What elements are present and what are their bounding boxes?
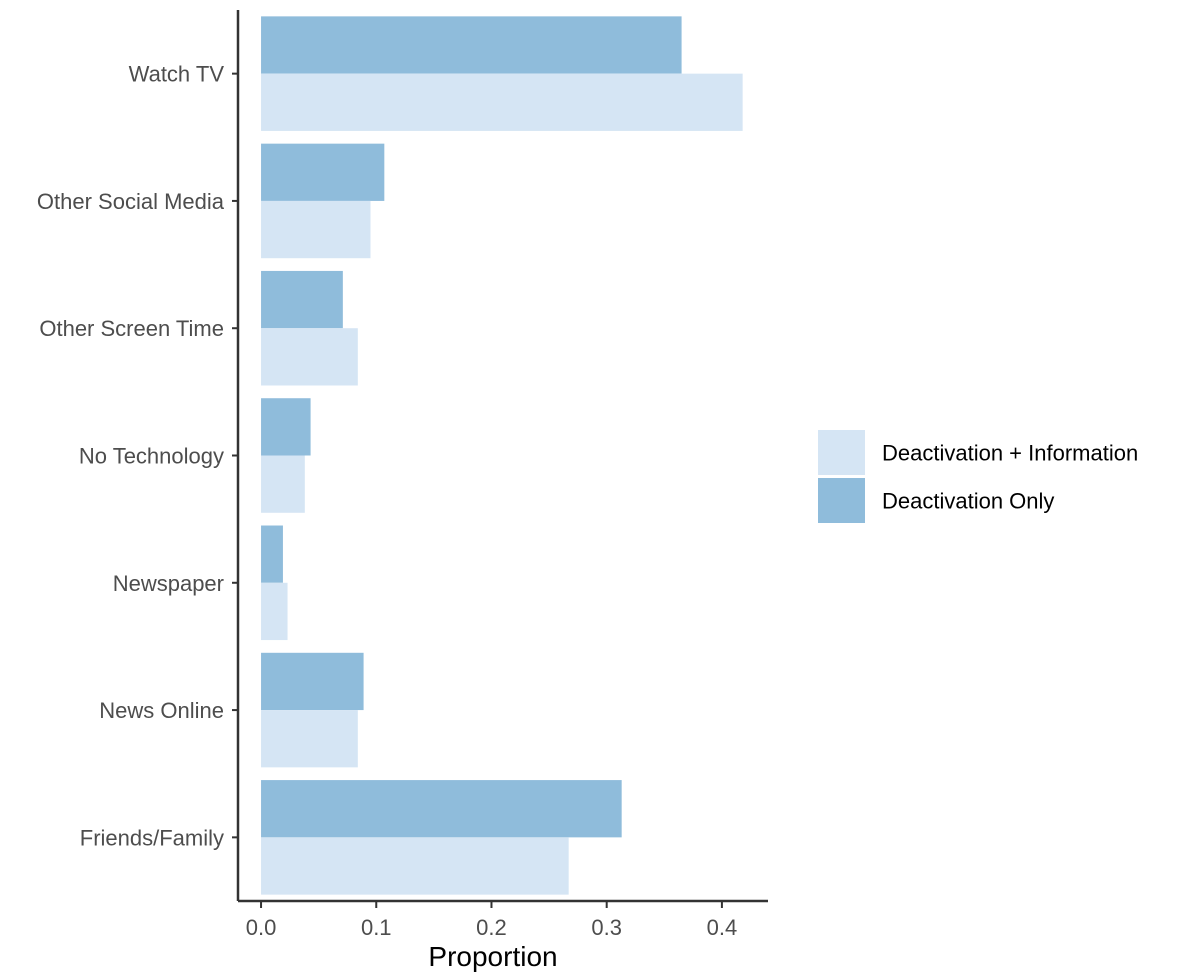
bar-newspaper-deactivation-only [261, 525, 283, 583]
x-tick-label: 0.0 [246, 915, 277, 940]
y-tick-label: Newspaper [113, 571, 224, 596]
legend-label: Deactivation Only [882, 489, 1054, 514]
x-tick-label: 0.4 [707, 915, 738, 940]
bar-news-online-deactivation-only [261, 652, 364, 711]
legend: Deactivation + Information Deactivation O… [818, 430, 1138, 523]
y-tick-label: News Online [99, 698, 224, 723]
bar-watch-tv-deactivation-information [261, 73, 743, 131]
x-axis-ticks: 0.0 0.1 0.2 0.3 0.4 [246, 901, 737, 940]
y-tick-label: Other Social Media [37, 189, 225, 214]
bar-no-technology-deactivation-only [261, 398, 311, 456]
bar-news-online-deactivation-information [261, 710, 358, 768]
bar-watch-tv-deactivation-only [261, 16, 682, 74]
x-tick-label: 0.1 [361, 915, 392, 940]
bar-other-social-media-deactivation-only [261, 143, 385, 201]
x-tick-label: 0.2 [476, 915, 507, 940]
y-tick-label: No Technology [79, 444, 224, 469]
x-axis-title: Proportion [428, 941, 557, 972]
bars-group [261, 16, 743, 895]
bar-other-screen-time-deactivation-information [261, 328, 358, 386]
legend-swatch [818, 430, 865, 475]
legend-swatch [818, 478, 865, 523]
y-tick-label: Watch TV [129, 62, 225, 87]
y-tick-label: Other Screen Time [39, 316, 224, 341]
bar-friends-family-deactivation-only [261, 780, 622, 838]
bar-friends-family-deactivation-information [261, 837, 569, 895]
y-tick-label: Friends/Family [80, 825, 224, 850]
x-tick-label: 0.3 [591, 915, 622, 940]
bar-other-screen-time-deactivation-only [261, 270, 343, 329]
bar-no-technology-deactivation-information [261, 455, 305, 513]
legend-label: Deactivation + Information [882, 441, 1138, 466]
bar-other-social-media-deactivation-information [261, 200, 371, 259]
bar-newspaper-deactivation-information [261, 582, 288, 641]
y-axis-ticks: Watch TV Other Social Media Other Screen T… [37, 62, 238, 850]
